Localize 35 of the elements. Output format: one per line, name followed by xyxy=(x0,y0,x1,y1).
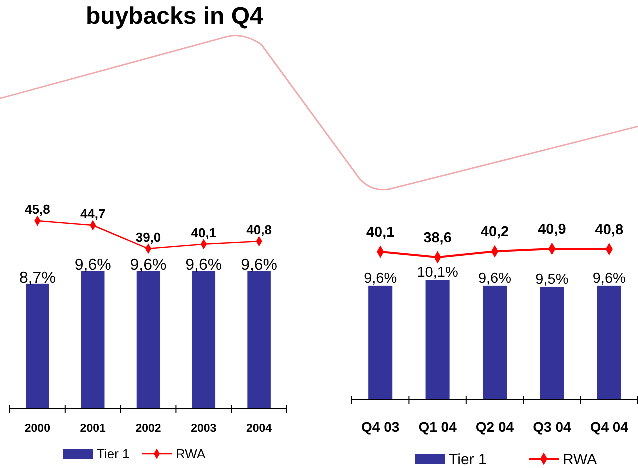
x-tick-label: 2003 xyxy=(191,423,217,435)
data-label: 38,6 xyxy=(424,230,452,246)
x-tick-label: 2000 xyxy=(24,423,50,435)
data-label: 8,7% xyxy=(19,270,56,287)
x-tick-label: Q3 04 xyxy=(533,419,572,435)
legend-label: RWA xyxy=(176,446,206,462)
data-label: 40,1 xyxy=(366,224,395,241)
data-label: 9,6% xyxy=(130,257,167,274)
x-tick-label: 2004 xyxy=(246,423,273,435)
data-label: 40,8 xyxy=(246,222,272,238)
x-tick-label: 2002 xyxy=(136,423,162,435)
data-label: 9,6% xyxy=(592,270,626,287)
data-label: 39,0 xyxy=(136,230,162,245)
legend-label: Tier 1 xyxy=(97,446,130,462)
data-label: 10,1% xyxy=(417,265,458,281)
x-tick-label: Q4 03 xyxy=(362,419,400,435)
data-label: 40,2 xyxy=(480,224,510,241)
data-label: 9,6% xyxy=(478,270,512,287)
x-tick-label: 2001 xyxy=(80,423,106,435)
data-label: 40,1 xyxy=(191,225,217,240)
data-label: 9,6% xyxy=(186,257,222,274)
data-label: 40,9 xyxy=(538,222,566,238)
x-tick-label: Q4 04 xyxy=(590,419,629,435)
x-tick-label: Q2 04 xyxy=(476,419,514,435)
data-label: 9,6% xyxy=(241,257,278,274)
data-label: 45,8 xyxy=(25,202,50,217)
data-label: 44,7 xyxy=(80,206,106,222)
legend-label: RWA xyxy=(563,451,598,468)
data-label: 9,5% xyxy=(536,272,569,288)
data-label: 9,6% xyxy=(364,270,398,287)
x-tick-label: Q1 04 xyxy=(418,419,458,435)
legend-label: Tier 1 xyxy=(449,451,487,468)
text: buybacks in Q4 xyxy=(86,3,264,30)
data-label: 40,8 xyxy=(595,222,624,238)
data-label: 9,6% xyxy=(74,257,112,274)
